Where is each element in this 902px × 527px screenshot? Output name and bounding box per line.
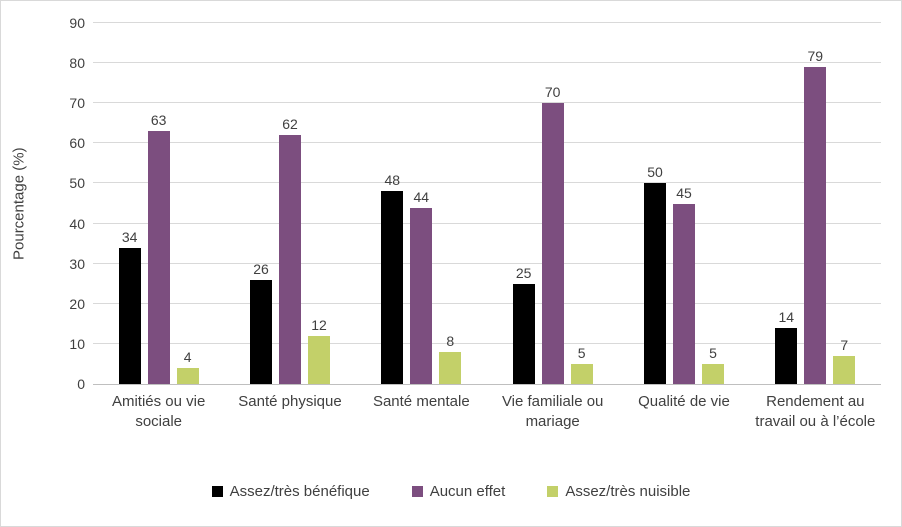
bar-value-label: 48	[384, 172, 401, 189]
y-tick-label: 90	[69, 15, 85, 31]
bar-group: 48 44 8	[356, 23, 487, 384]
legend-label: Assez/très bénéfique	[229, 483, 370, 500]
legend-swatch	[211, 486, 223, 497]
bar-series-2: 12	[307, 318, 330, 384]
bar-group: 14 79 7	[750, 23, 881, 384]
bar-value-label: 34	[121, 228, 138, 245]
bar-value-label: 62	[282, 116, 298, 133]
x-category-label: Amitiés ou vie sociale	[111, 393, 206, 431]
y-tick-label: 30	[69, 255, 85, 272]
bar-series-2: 5	[701, 346, 724, 384]
bar-series-0: 50	[643, 165, 666, 384]
legend-label: Aucun effet	[429, 483, 506, 500]
x-category-label: Santé mentale	[372, 393, 470, 410]
bar-value-label: 5	[709, 344, 717, 361]
legend-swatch	[547, 486, 559, 497]
plot-area: 34 63 4 26 62 12 48 44 8 25 70 5 50 45 5 14 79 7	[93, 22, 881, 385]
bar-value-label: 79	[807, 48, 824, 65]
gridline	[93, 262, 881, 264]
bar-series-0: 34	[118, 230, 141, 384]
bar-series-0: 48	[381, 173, 404, 384]
y-axis: 0 10 20 30 40 50 60 70 80 90	[1, 16, 85, 391]
bar-value-label: 44	[413, 188, 430, 205]
legend-item: Assez/très bénéfique	[211, 483, 370, 500]
bar-value-label: 45	[676, 184, 692, 201]
y-tick-label: 40	[69, 215, 85, 232]
bar-series-2: 5	[570, 346, 593, 384]
bar-value-label: 70	[544, 84, 561, 101]
gridline	[93, 102, 881, 104]
bar-value-label: 25	[515, 264, 532, 281]
bar-series-2: 4	[176, 350, 199, 384]
legend-label: Assez/très nuisible	[565, 483, 691, 500]
y-tick-label: 80	[69, 55, 85, 72]
bar-value-label: 26	[253, 260, 269, 277]
bar-value-label: 50	[647, 164, 663, 181]
legend-item: Aucun effet	[411, 483, 506, 500]
bar-series-0: 25	[512, 266, 535, 384]
bar-value-label: 63	[150, 112, 167, 129]
bar-value-label: 4	[183, 348, 192, 365]
gridline	[93, 22, 881, 23]
bar-series-1: 70	[541, 85, 564, 384]
gridline	[93, 342, 881, 344]
bar-value-label: 12	[311, 316, 327, 333]
bar-series-1: 79	[804, 49, 827, 384]
bar-value-label: 5	[577, 344, 586, 361]
bar-value-label: 7	[840, 336, 849, 353]
bar-series-0: 26	[249, 262, 272, 384]
bar-group: 26 62 12	[224, 23, 355, 384]
bar-series-0: 14	[775, 310, 798, 384]
legend: Assez/très bénéfique Aucun effet Assez/trè…	[1, 484, 901, 499]
gridline	[93, 222, 881, 224]
y-tick-label: 20	[69, 295, 85, 312]
bar-series-2: 8	[439, 334, 462, 384]
bar-group: 50 45 5	[618, 23, 749, 384]
legend-item: Assez/très nuisible	[547, 484, 690, 499]
x-category-label: Vie familiale ou mariage	[501, 393, 604, 431]
bar-value-label: 8	[446, 332, 455, 349]
bar-series-1: 62	[278, 117, 301, 384]
bar-group: 25 70 5	[487, 23, 618, 384]
x-category-label: Santé physique	[238, 393, 342, 410]
gridline	[93, 142, 881, 144]
legend-swatch	[411, 486, 423, 497]
bar-series-1: 44	[410, 190, 433, 384]
bar-series-1: 45	[672, 186, 695, 384]
bar-series-2: 7	[833, 338, 856, 384]
bar-group: 34 63 4	[93, 23, 224, 384]
y-tick-label: 70	[69, 95, 85, 112]
gridline	[93, 182, 881, 184]
gridline	[93, 62, 881, 64]
y-tick-label: 60	[69, 135, 85, 152]
y-tick-label: 10	[69, 335, 85, 352]
y-tick-label: 0	[77, 376, 85, 392]
gridline	[93, 302, 881, 304]
bar-series-1: 63	[147, 113, 170, 384]
bar-value-label: 14	[778, 308, 795, 325]
y-tick-label: 50	[69, 175, 85, 192]
x-category-label: Qualité de vie	[638, 393, 730, 410]
x-category-label: Rendement au travail ou à l’école	[755, 393, 876, 431]
x-axis: Amitiés ou vie sociale Santé physique Sant…	[93, 392, 881, 462]
